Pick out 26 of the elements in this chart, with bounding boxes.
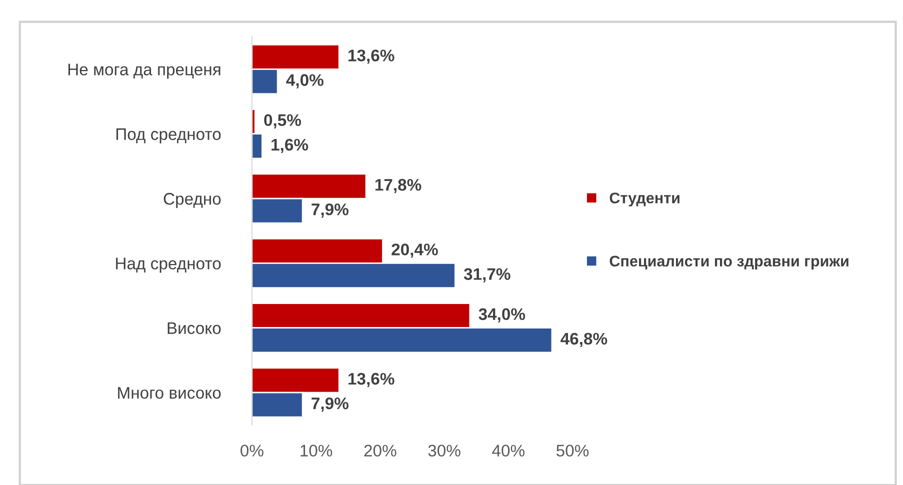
x-tick-label: 30%	[428, 444, 460, 457]
data-label: 31,7%	[464, 268, 510, 282]
x-tick-label: 40%	[492, 444, 524, 457]
y-tick-label: Под средното	[116, 128, 221, 144]
data-label: 13,6%	[348, 50, 394, 64]
data-label: 13,6%	[348, 372, 394, 388]
data-label: 46,8%	[560, 332, 608, 348]
data-label: 4,0%	[286, 74, 324, 88]
y-tick-label: Много високо	[118, 387, 221, 399]
x-tick-label: 50%	[556, 444, 589, 457]
x-tick-label: 10%	[300, 444, 332, 457]
y-tick-label: Не мога да преценя	[68, 64, 220, 79]
legend-label: Специалисти по здравни грижи	[610, 256, 848, 270]
data-label: 17,8%	[375, 178, 422, 194]
y-tick-label: Над средното	[116, 258, 221, 273]
data-label: 1,6%	[272, 138, 308, 154]
y-tick-label: Средно	[164, 192, 221, 208]
data-label: 7,9%	[312, 203, 348, 218]
data-label: 7,9%	[312, 397, 348, 412]
data-label: 0,5%	[264, 114, 302, 128]
y-tick-label: Високо	[168, 322, 221, 334]
data-label: 34,0%	[478, 308, 526, 322]
x-tick-label: 0%	[240, 444, 264, 457]
legend-label: Студенти	[610, 192, 680, 206]
data-label: 20,4%	[392, 244, 438, 258]
x-tick-label: 20%	[364, 444, 396, 457]
